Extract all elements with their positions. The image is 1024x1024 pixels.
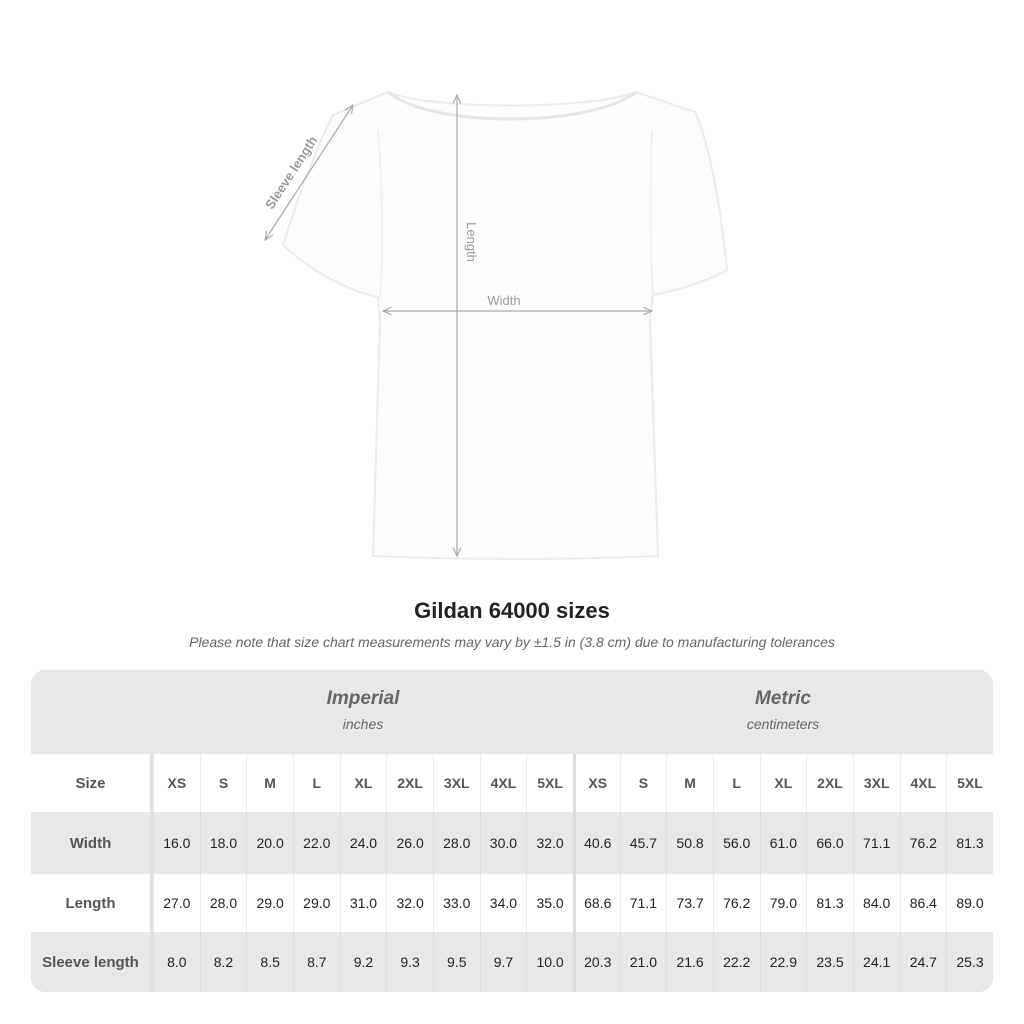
table-cell-imperial: 30.0 (479, 812, 527, 874)
table-cell-imperial: 8.7 (292, 932, 340, 992)
size-header-imperial: XS (153, 754, 200, 812)
size-header-metric: XS (572, 754, 620, 812)
table-cell-metric: 79.0 (759, 874, 807, 932)
tolerance-note: Please note that size chart measurements… (189, 634, 835, 650)
table-cell-metric: 76.2 (899, 812, 947, 874)
size-header-imperial: XL (339, 754, 387, 812)
metric-unit: centimeters (746, 716, 820, 732)
size-header-metric: 2XL (806, 754, 853, 812)
table-cell-imperial: 26.0 (386, 812, 433, 874)
table-cell-imperial: 9.7 (479, 932, 527, 992)
table-row: Sleeve length 8.0 8.2 8.5 8.7 9.2 9.3 9.5 9.7 10.… (31, 932, 993, 992)
size-header-imperial: 2XL (386, 754, 433, 812)
table-cell-imperial: 9.3 (386, 932, 433, 992)
table-cell-imperial: 24.0 (339, 812, 387, 874)
table-cell-metric: 21.6 (666, 932, 713, 992)
table-cell-imperial: 10.0 (526, 932, 573, 992)
table-cell-imperial: 34.0 (479, 874, 527, 932)
imperial-label: Imperial (326, 688, 400, 709)
imperial-unit: inches (342, 716, 384, 732)
table-cell-metric: 66.0 (806, 812, 853, 874)
size-header-imperial: L (292, 754, 340, 812)
size-header-metric: XL (759, 754, 807, 812)
size-header-metric: 5XL (946, 754, 993, 812)
metric-label: Metric (755, 688, 811, 709)
size-header-imperial: M (246, 754, 293, 812)
table-cell-imperial: 18.0 (199, 812, 247, 874)
table-cell-metric: 86.4 (899, 874, 947, 932)
table-cell-imperial: 9.2 (339, 932, 387, 992)
size-header-row: Size XS S M L XL 2XL 3XL 4XL 5XL XS S M L XL 2XL 3XL 4XL 5… (31, 754, 993, 812)
size-header-imperial: 3XL (432, 754, 480, 812)
table-cell-metric: 71.1 (619, 874, 667, 932)
table-cell-imperial: 27.0 (153, 874, 200, 932)
table-cell-metric: 71.1 (852, 812, 900, 874)
size-header-metric: 3XL (852, 754, 900, 812)
size-header-imperial: S (199, 754, 247, 812)
table-cell-metric: 24.1 (852, 932, 900, 992)
size-header-imperial: 5XL (526, 754, 573, 812)
table-cell-metric: 68.6 (572, 874, 620, 932)
table-cell-imperial: 31.0 (339, 874, 387, 932)
size-header-metric: L (712, 754, 760, 812)
row-label: Width (31, 812, 153, 874)
table-cell-imperial: 9.5 (432, 932, 480, 992)
table-cell-metric: 61.0 (759, 812, 807, 874)
table-row: Length 27.0 28.0 29.0 29.0 31.0 32.0 33.0 34.0 35… (31, 874, 993, 932)
table-cell-imperial: 8.5 (246, 932, 293, 992)
row-label: Sleeve length (31, 932, 153, 992)
page-title: Gildan 64000 sizes (414, 598, 610, 623)
table-cell-imperial: 29.0 (292, 874, 340, 932)
table-cell-imperial: 20.0 (246, 812, 293, 874)
table-cell-metric: 22.9 (759, 932, 807, 992)
tshirt-diagram: Sleeve length Length Width (262, 90, 729, 560)
table-cell-imperial: 32.0 (526, 812, 573, 874)
table-cell-metric: 45.7 (619, 812, 667, 874)
size-header-metric: M (666, 754, 713, 812)
table-cell-metric: 22.2 (712, 932, 760, 992)
size-table: Imperial inches Metric centimeters Size X… (31, 670, 993, 992)
table-cell-imperial: 28.0 (432, 812, 480, 874)
table-cell-imperial: 8.2 (199, 932, 247, 992)
table-cell-metric: 89.0 (946, 874, 993, 932)
width-label: Width (487, 293, 520, 308)
table-cell-imperial: 35.0 (526, 874, 573, 932)
size-header-imperial: 4XL (479, 754, 527, 812)
size-header-metric: S (619, 754, 667, 812)
table-cell-metric: 21.0 (619, 932, 667, 992)
table-cell-imperial: 29.0 (246, 874, 293, 932)
row-label: Size (31, 754, 153, 812)
table-cell-metric: 81.3 (806, 874, 853, 932)
table-cell-metric: 81.3 (946, 812, 993, 874)
row-label: Length (31, 874, 153, 932)
table-cell-metric: 23.5 (806, 932, 853, 992)
tshirt-shape (281, 90, 729, 560)
table-cell-imperial: 33.0 (432, 874, 480, 932)
table-cell-imperial: 8.0 (153, 932, 200, 992)
table-cell-metric: 84.0 (852, 874, 900, 932)
sleeve-length-arrow (265, 105, 353, 240)
table-row: Width 16.0 18.0 20.0 22.0 24.0 26.0 28.0 30.0 32.… (31, 812, 993, 874)
table-cell-imperial: 28.0 (199, 874, 247, 932)
length-label: Length (464, 222, 479, 262)
metric-header: Metric centimeters (573, 670, 993, 754)
table-cell-metric: 56.0 (712, 812, 760, 874)
size-header-metric: 4XL (899, 754, 947, 812)
table-cell-metric: 76.2 (712, 874, 760, 932)
table-cell-metric: 24.7 (899, 932, 947, 992)
table-cell-imperial: 32.0 (386, 874, 433, 932)
table-cell-metric: 25.3 (946, 932, 993, 992)
table-cell-metric: 20.3 (572, 932, 620, 992)
table-cell-metric: 50.8 (666, 812, 713, 874)
table-cell-imperial: 16.0 (153, 812, 200, 874)
table-cell-metric: 73.7 (666, 874, 713, 932)
imperial-header: Imperial inches (153, 670, 573, 754)
table-cell-imperial: 22.0 (292, 812, 340, 874)
table-cell-metric: 40.6 (572, 812, 620, 874)
